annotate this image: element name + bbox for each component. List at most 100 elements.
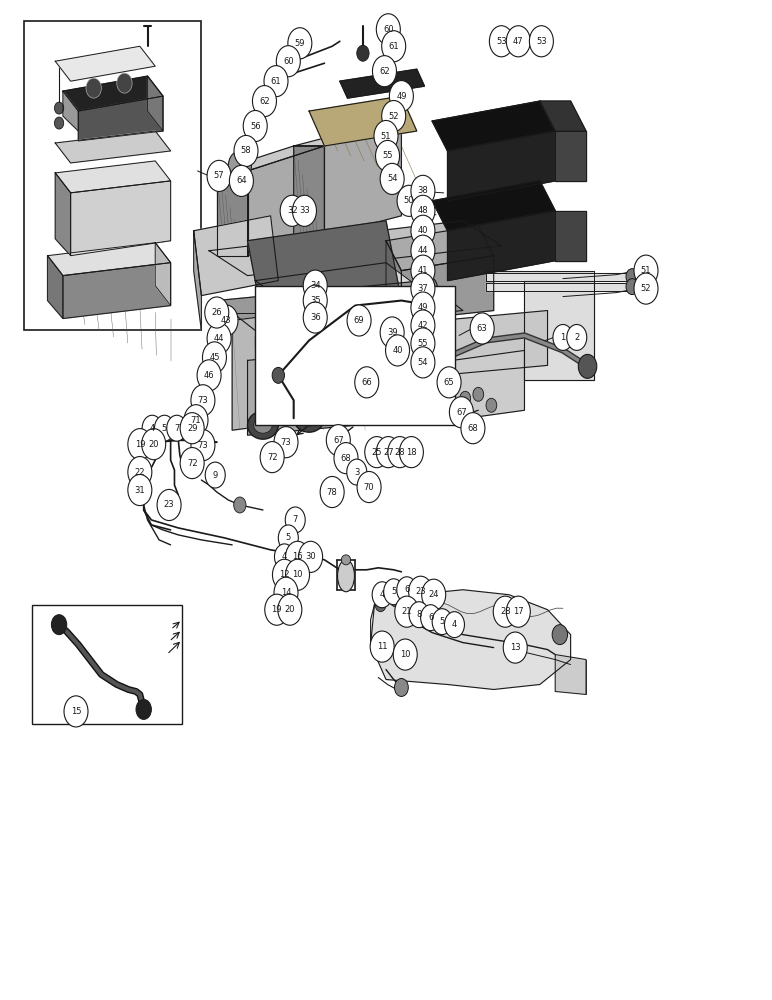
Polygon shape — [448, 131, 555, 201]
Polygon shape — [256, 263, 417, 303]
Text: 73: 73 — [281, 438, 291, 447]
Text: 4: 4 — [452, 620, 457, 629]
Polygon shape — [555, 131, 586, 181]
Circle shape — [128, 474, 152, 506]
Polygon shape — [386, 241, 401, 320]
Polygon shape — [56, 161, 171, 193]
Text: 71: 71 — [191, 416, 201, 425]
Text: 6: 6 — [404, 585, 409, 594]
Polygon shape — [309, 96, 417, 146]
Circle shape — [229, 151, 252, 181]
Text: 5: 5 — [391, 587, 396, 596]
Text: 70: 70 — [364, 483, 374, 492]
Circle shape — [288, 28, 312, 59]
Polygon shape — [248, 350, 355, 435]
Text: 68: 68 — [340, 454, 351, 463]
Text: 61: 61 — [388, 42, 399, 51]
Text: 19: 19 — [272, 605, 282, 614]
Text: 22: 22 — [134, 468, 145, 477]
Text: 27: 27 — [383, 448, 394, 457]
Text: 49: 49 — [396, 92, 407, 101]
Text: 9: 9 — [212, 471, 218, 480]
Circle shape — [205, 297, 229, 328]
Text: 58: 58 — [241, 146, 252, 155]
Circle shape — [384, 579, 404, 605]
Circle shape — [411, 255, 435, 286]
Text: 24: 24 — [428, 590, 439, 599]
Circle shape — [276, 46, 300, 77]
Polygon shape — [248, 146, 324, 256]
Circle shape — [285, 507, 305, 533]
Circle shape — [347, 305, 371, 336]
Bar — [25, 21, 201, 330]
Circle shape — [552, 625, 567, 645]
Text: 5: 5 — [286, 533, 291, 542]
Polygon shape — [555, 211, 586, 261]
Polygon shape — [271, 241, 355, 350]
Polygon shape — [293, 126, 401, 146]
Text: 20: 20 — [148, 440, 159, 449]
Text: 18: 18 — [406, 448, 417, 457]
Polygon shape — [371, 590, 571, 689]
Text: 57: 57 — [214, 171, 225, 180]
Polygon shape — [440, 311, 547, 375]
Text: 1: 1 — [560, 333, 566, 342]
Text: 4: 4 — [150, 424, 154, 433]
Text: 3: 3 — [354, 468, 360, 477]
Circle shape — [191, 430, 215, 461]
Text: 67: 67 — [333, 436, 344, 445]
Circle shape — [375, 598, 386, 612]
Circle shape — [394, 679, 408, 696]
Text: 62: 62 — [259, 97, 269, 106]
Circle shape — [399, 437, 423, 468]
Text: 7: 7 — [174, 424, 179, 433]
Polygon shape — [340, 69, 425, 98]
Circle shape — [279, 525, 298, 551]
Circle shape — [303, 302, 327, 333]
Circle shape — [157, 489, 181, 521]
Text: 61: 61 — [271, 77, 281, 86]
Polygon shape — [194, 231, 201, 330]
Text: 44: 44 — [418, 246, 428, 255]
Circle shape — [422, 579, 445, 610]
Circle shape — [626, 279, 638, 295]
Circle shape — [207, 160, 231, 191]
Text: 78: 78 — [327, 488, 337, 497]
Text: 26: 26 — [212, 308, 222, 317]
Circle shape — [128, 457, 152, 488]
Circle shape — [180, 413, 204, 444]
Circle shape — [397, 185, 421, 216]
Text: 5: 5 — [439, 617, 445, 626]
Polygon shape — [486, 271, 594, 281]
Circle shape — [445, 612, 465, 638]
Text: 33: 33 — [299, 206, 310, 215]
Circle shape — [357, 45, 369, 61]
Text: 60: 60 — [383, 25, 394, 34]
Circle shape — [234, 135, 258, 167]
Circle shape — [578, 354, 597, 378]
Text: 5: 5 — [162, 424, 167, 433]
Text: 19: 19 — [134, 440, 145, 449]
Circle shape — [530, 26, 554, 57]
Circle shape — [260, 442, 284, 473]
Text: 45: 45 — [209, 353, 220, 362]
Circle shape — [421, 605, 441, 631]
Text: 7: 7 — [293, 515, 298, 524]
Text: 55: 55 — [382, 151, 393, 160]
Text: 41: 41 — [418, 266, 428, 275]
Text: 56: 56 — [250, 122, 260, 131]
Text: 21: 21 — [401, 607, 412, 616]
Text: 51: 51 — [641, 266, 652, 275]
Polygon shape — [448, 211, 555, 281]
Circle shape — [381, 31, 406, 62]
Circle shape — [393, 639, 417, 670]
Text: 55: 55 — [418, 339, 428, 348]
Circle shape — [376, 437, 401, 468]
Circle shape — [293, 195, 317, 226]
Polygon shape — [78, 96, 163, 141]
Circle shape — [411, 292, 435, 323]
Circle shape — [374, 120, 398, 152]
Circle shape — [388, 437, 411, 468]
Text: 14: 14 — [281, 588, 291, 597]
Polygon shape — [147, 76, 163, 131]
